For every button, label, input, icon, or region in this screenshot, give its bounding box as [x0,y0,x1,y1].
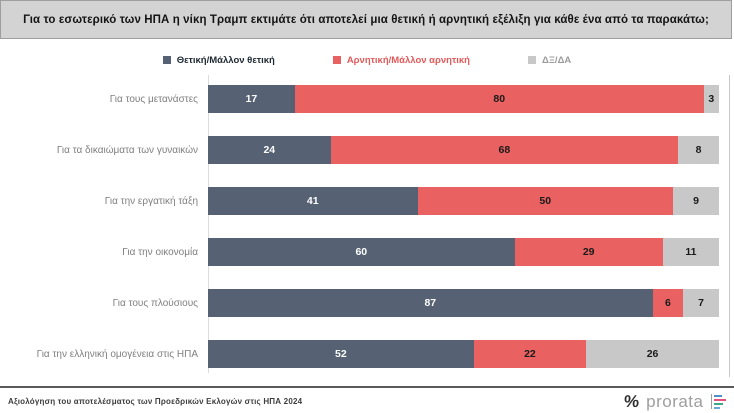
bar-value-label: 22 [524,347,536,360]
chart-row: Για την ελληνική ομογένεια στις ΗΠΑ 52 22 2… [0,340,734,368]
legend-label: Αρνητική/Μάλλον αρνητική [346,54,470,66]
bar-value-label: 68 [498,143,511,156]
legend-item: Αρνητική/Μάλλον αρνητική [332,54,470,66]
bar-segment: 3 [703,85,719,113]
bar-track: 60 29 11 [208,238,719,266]
category-label: Για τους μετανάστες [109,93,198,105]
legend-marker-square-icon [162,56,171,64]
category-label: Για τα δικαιώματα των γυναικών [56,144,198,156]
bar-value-label: 8 [695,143,702,156]
bar-segment: 24 [208,136,331,164]
plot-right-border [729,75,730,377]
bar-track: 87 6 7 [208,289,719,317]
bar-value-label: 60 [355,245,368,258]
chart-title: Για το εσωτερικό των ΗΠΑ η νίκη Τραμπ εκ… [23,13,709,26]
category-label: Για την ελληνική ομογένεια στις ΗΠΑ [36,348,198,360]
bar-segment: 7 [683,289,719,317]
title-bar: Για το εσωτερικό των ΗΠΑ η νίκη Τραμπ εκ… [0,0,732,39]
bar-value-label: 29 [582,245,595,258]
bar-value-label: 26 [646,347,659,360]
bar-segment: 41 [208,187,418,215]
prorata-brand-text: prorata [646,391,704,411]
bar-segment: 6 [652,289,684,317]
bar-value-label: 50 [539,194,552,207]
bar-segment: 26 [586,340,719,368]
bar-rows: Για τους μετανάστες 17 80 3 Για τα δικαιώματ… [0,85,734,368]
bar-track: 17 80 3 [208,85,719,113]
bar-value-label: 11 [685,245,697,258]
bar-segment: 8 [678,136,719,164]
bar-value-label: 6 [664,296,671,309]
bar-value-label: 87 [424,296,437,309]
bar-track: 24 68 8 [208,136,719,164]
bar-value-label: 41 [306,194,319,207]
chart-row: Για τα δικαιώματα των γυναικών 24 68 8 [0,136,734,164]
bar-segment: 11 [662,238,719,266]
bar-segment: 50 [417,187,673,215]
chart-row: Για τους πλούσιους 87 6 7 [0,289,734,317]
prorata-percent-mark: % [623,391,640,411]
bar-segment: 52 [208,340,474,368]
source-note: Αξιολόγηση του αποτελέσματος των Προεδρι… [8,396,303,406]
bar-segment: 29 [514,238,663,266]
bar-segment: 60 [208,238,515,266]
bar-value-label: 52 [335,347,347,360]
legend-marker-square-icon [332,56,341,64]
bar-value-label: 9 [693,194,699,207]
bar-value-label: 80 [493,92,506,105]
category-label: Για τους πλούσιους [112,297,198,309]
bar-value-label: 7 [698,296,705,309]
footer-divider [0,386,734,388]
category-label: Για την οικονομία [122,246,198,258]
legend-item: Θετική/Μάλλον θετική [162,54,275,66]
bar-value-label: 24 [263,143,276,156]
bar-segment: 80 [294,85,704,113]
bar-segment: 9 [673,187,719,215]
bar-value-label: 17 [245,92,258,105]
legend-label: Θετική/Μάλλον θετική [176,54,275,66]
legend: Θετική/Μάλλον θετική Αρνητική/Μάλλον αρνη… [0,52,734,68]
bar-value-label: 3 [708,92,715,105]
chart-row: Για την εργατική τάξη 41 50 9 [0,187,734,215]
bar-segment: 68 [330,136,679,164]
prorata-barchart-icon [710,393,726,409]
footer: Αξιολόγηση του αποτελέσματος των Προεδρι… [0,390,734,412]
prorata-logo: % prorata [623,391,726,411]
bar-segment: 22 [473,340,587,368]
legend-marker-square-icon [527,56,536,64]
legend-label: ΔΞ/ΔΑ [541,54,572,66]
y-axis-line [208,75,209,373]
bar-track: 41 50 9 [208,187,719,215]
legend-item: ΔΞ/ΔΑ [527,54,572,66]
chart-row: Για την οικονομία 60 29 11 [0,238,734,266]
category-label: Για την εργατική τάξη [104,195,198,207]
bar-track: 52 22 26 [208,340,719,368]
chart-row: Για τους μετανάστες 17 80 3 [0,85,734,113]
bar-segment: 17 [208,85,295,113]
bar-segment: 87 [208,289,653,317]
plot-area: Για τους μετανάστες 17 80 3 Για τα δικαιώματ… [0,75,734,377]
